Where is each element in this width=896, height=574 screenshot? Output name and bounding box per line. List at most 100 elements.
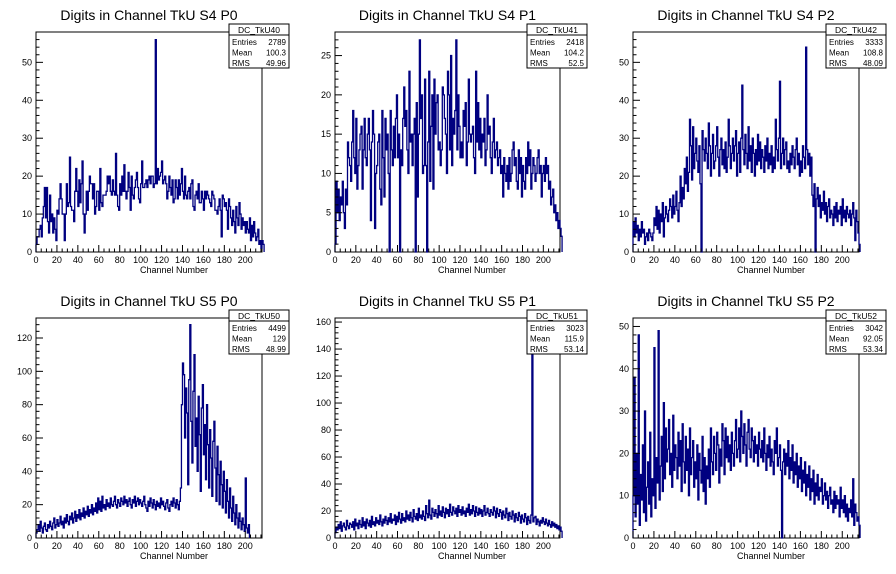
stats-box-title: DC_TkU51 (536, 311, 578, 321)
x-axis-label: Channel Number (140, 551, 208, 561)
stats-key: RMS (530, 59, 548, 68)
y-tick-label: 50 (619, 321, 629, 331)
stats-value: 2789 (268, 38, 286, 47)
stats-key: Entries (530, 324, 555, 333)
histogram-panel: Digits in Channel TkU S5 P1 0 20 40 60 80 100 1… (316, 293, 588, 561)
stats-key: RMS (232, 59, 250, 68)
x-tick-label: 60 (392, 541, 402, 551)
stats-value: 108.8 (863, 49, 884, 58)
stats-box-title: DC_TkU40 (238, 25, 280, 35)
y-tick-label: 20 (619, 171, 629, 181)
x-tick-label: 140 (473, 255, 488, 265)
y-tick-label: 140 (316, 344, 331, 354)
x-tick-label: 20 (649, 541, 659, 551)
y-tick-label: 0 (27, 533, 32, 543)
y-tick-label: 0 (624, 247, 629, 257)
stats-value: 52.5 (568, 59, 584, 68)
x-tick-label: 140 (473, 541, 488, 551)
x-tick-label: 180 (217, 255, 232, 265)
stats-box-frame (228, 23, 290, 69)
x-tick-label: 40 (372, 255, 382, 265)
stats-value: 3042 (865, 324, 883, 333)
stats-box-title: DC_TkU50 (238, 311, 280, 321)
y-tick-label: 20 (22, 500, 32, 510)
stats-value: 53.14 (564, 345, 585, 354)
y-tick-label: 100 (17, 366, 32, 376)
histogram-series (334, 351, 563, 538)
histogram-series (35, 38, 265, 252)
stats-box: DC_TkU40 Entries 2789 Mean 100.3 RMS 49.96 (228, 23, 290, 69)
plot-frame (334, 317, 561, 539)
histogram-series (632, 46, 861, 253)
histogram-panel: Digits in Channel TkU S5 P20 20 40 60 80 100 1… (619, 293, 887, 561)
stats-value: 3333 (865, 38, 883, 47)
x-tick-label: 60 (691, 541, 701, 551)
stats-key: Mean (232, 49, 252, 58)
stats-value: 92.05 (863, 335, 884, 344)
y-tick-label: 5 (326, 208, 331, 218)
x-tick-label: 120 (154, 255, 169, 265)
y-tick-label: 10 (22, 209, 32, 219)
x-tick-label: 0 (332, 541, 337, 551)
stats-box: DC_TkU52 Entries 3042 Mean 92.05 RMS 53.34 (825, 309, 887, 355)
stats-key: Entries (232, 38, 257, 47)
y-tick-label: 0 (27, 247, 32, 257)
x-tick-label: 80 (115, 541, 125, 551)
x-tick-label: 80 (712, 255, 722, 265)
stats-key: Entries (829, 38, 854, 47)
stats-value: 3023 (566, 324, 584, 333)
x-tick-label: 140 (772, 255, 787, 265)
x-tick-label: 0 (630, 541, 635, 551)
stats-key: Mean (232, 335, 252, 344)
stats-key: Mean (829, 49, 849, 58)
y-tick-label: 100 (316, 398, 331, 408)
x-tick-label: 200 (835, 541, 850, 551)
histogram-series (35, 324, 251, 538)
y-tick-label: 10 (619, 491, 629, 501)
y-tick-label: 30 (619, 133, 629, 143)
histogram-series (334, 39, 563, 253)
x-tick-label: 60 (94, 541, 104, 551)
y-tick-label: 50 (619, 57, 629, 67)
stats-key: RMS (232, 345, 250, 354)
stats-box: DC_TkU50 Entries 4499 Mean 129 RMS 48.99 (228, 309, 290, 355)
stats-box-frame (228, 309, 290, 355)
stats-value: 4499 (268, 324, 286, 333)
x-tick-label: 80 (712, 541, 722, 551)
x-tick-label: 40 (372, 541, 382, 551)
histogram-series (632, 330, 861, 539)
x-tick-label: 120 (154, 541, 169, 551)
stats-box-frame (825, 309, 887, 355)
y-tick-label: 30 (619, 406, 629, 416)
x-tick-label: 120 (751, 255, 766, 265)
x-tick-label: 140 (175, 255, 190, 265)
y-tick-label: 40 (22, 95, 32, 105)
x-tick-label: 120 (452, 541, 467, 551)
x-tick-label: 100 (730, 541, 745, 551)
stats-box: DC_TkU41 Entries 2418 Mean 104.2 RMS 52.5 (526, 23, 588, 69)
stats-key: Entries (530, 38, 555, 47)
y-tick-label: 160 (316, 317, 331, 327)
x-tick-label: 140 (175, 541, 190, 551)
x-tick-label: 100 (432, 541, 447, 551)
x-axis-label: Channel Number (737, 265, 805, 275)
x-tick-label: 180 (515, 541, 530, 551)
y-tick-label: 120 (17, 333, 32, 343)
x-tick-label: 100 (133, 541, 148, 551)
stats-key: RMS (530, 345, 548, 354)
stats-key: Mean (530, 49, 550, 58)
chart-title: Digits in Channel TkU S4 P1 (359, 7, 536, 23)
x-tick-label: 180 (814, 255, 829, 265)
plot-frame (35, 31, 263, 253)
y-tick-label: 80 (22, 400, 32, 410)
y-tick-label: 50 (22, 57, 32, 67)
x-tick-label: 100 (730, 255, 745, 265)
stats-box: DC_TkU42 Entries 3333 Mean 108.8 RMS 48.09 (825, 23, 887, 69)
x-tick-label: 60 (94, 255, 104, 265)
x-tick-label: 120 (452, 255, 467, 265)
stats-value: 53.34 (863, 345, 884, 354)
x-tick-label: 60 (691, 255, 701, 265)
x-axis-label: Channel Number (737, 551, 805, 561)
y-tick-label: 40 (619, 364, 629, 374)
